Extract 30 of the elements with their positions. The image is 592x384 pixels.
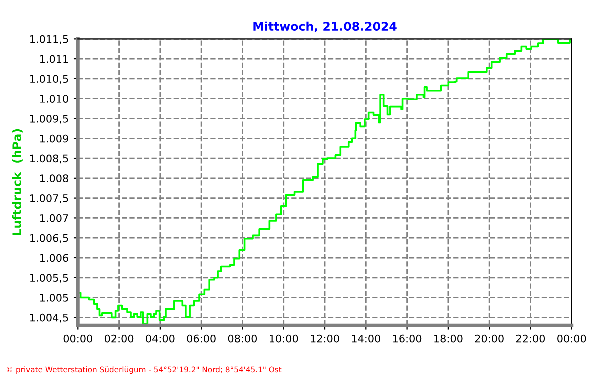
y-tick-label: 1.011 — [40, 55, 68, 64]
y-tick-label: 1.005,5 — [30, 274, 68, 284]
x-tick-label: 00:00 — [64, 334, 92, 343]
x-tick-label: 02:00 — [104, 334, 134, 343]
x-tick-label: 22:00 — [516, 334, 546, 343]
y-tick-label: 1.007,5 — [30, 194, 68, 204]
y-tick-label: 1.009 — [40, 134, 68, 143]
y-tick-label: 1.011,5 — [30, 35, 68, 44]
x-tick-label: 16:00 — [393, 334, 422, 343]
chart-title: Mittwoch, 21.08.2024 — [254, 22, 397, 33]
y-tick-label: 1.010,5 — [30, 75, 68, 84]
y-tick-label: 1.004,5 — [30, 314, 68, 323]
y-tick-label: 1.007 — [40, 214, 68, 222]
x-tick-label: 00:00 — [558, 334, 586, 343]
x-tick-label: 10:00 — [270, 334, 298, 343]
x-tick-label: 20:00 — [475, 334, 504, 343]
x-tick-label: 14:00 — [352, 334, 380, 343]
y-tick-label: 1.010 — [40, 95, 68, 103]
x-tick-label: 04:00 — [146, 334, 175, 343]
x-tick-label: 12:00 — [311, 334, 340, 343]
y-tick-label: 1.008,5 — [30, 154, 68, 164]
x-tick-label: 18:00 — [434, 334, 463, 343]
x-tick-label: 08:00 — [228, 334, 258, 343]
y-tick-label: 1.006,5 — [30, 234, 68, 244]
y-tick-label: 1.008 — [40, 174, 68, 183]
y-tick-label: 1.009,5 — [30, 114, 68, 124]
y-tick-label: 1.005 — [40, 294, 68, 302]
x-tick-label: 06:00 — [187, 334, 216, 343]
y-tick-label: 1.006 — [40, 254, 68, 262]
y-axis-title: Luftdruck (hPa) — [12, 129, 23, 236]
